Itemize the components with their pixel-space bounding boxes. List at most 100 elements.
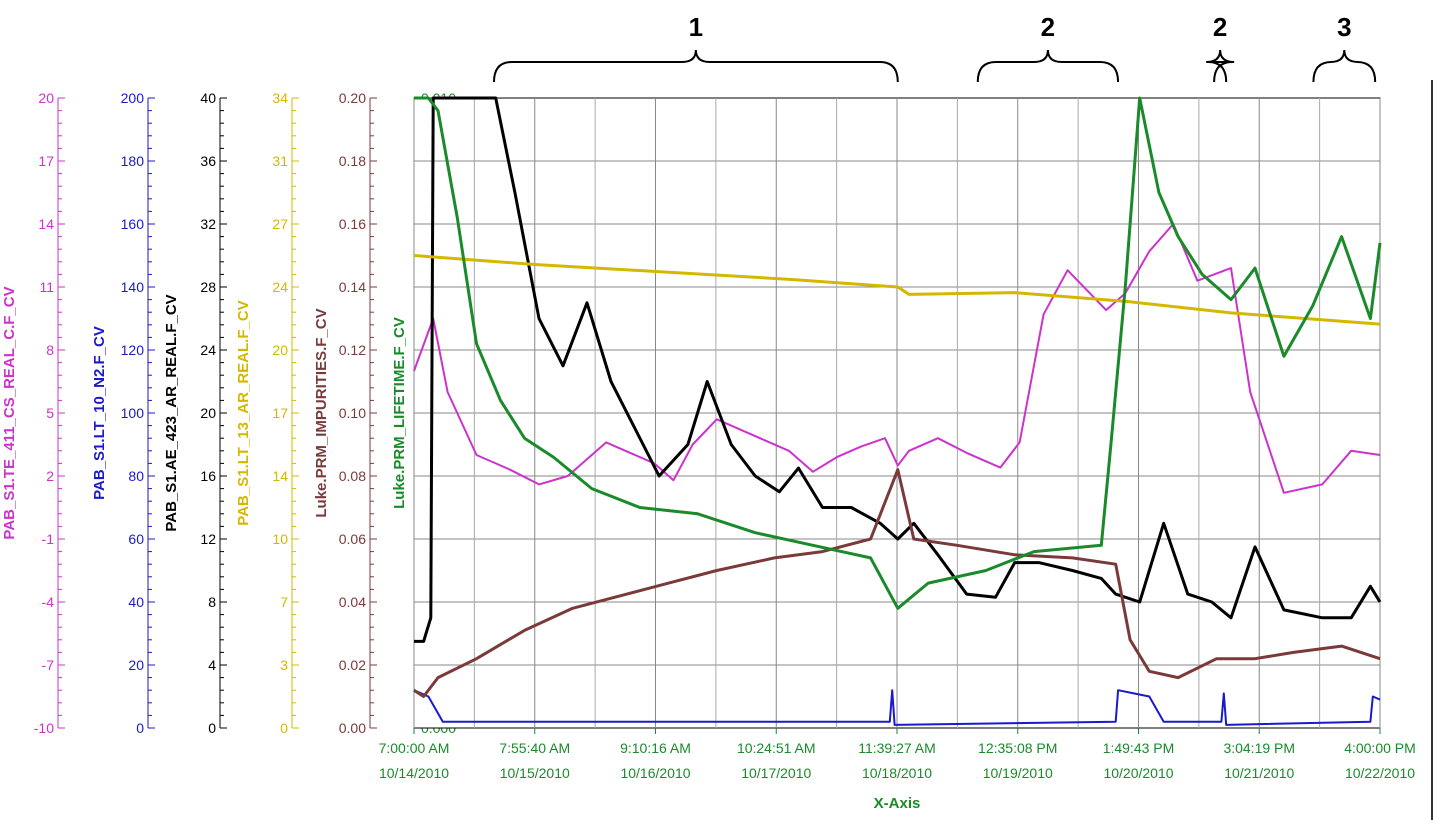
y-tick-label: 28 <box>200 279 216 295</box>
series-line <box>413 689 1381 726</box>
y-tick-label: 0.16 <box>339 216 366 232</box>
y-tick-label: 180 <box>121 153 145 169</box>
y-tick-label: 20 <box>38 90 54 106</box>
bracket: 2 <box>1206 12 1235 83</box>
bracket-brace <box>1312 49 1377 83</box>
bracket: 3 <box>1312 12 1377 83</box>
annotation-brackets: 1 2 2 3 <box>493 12 1377 83</box>
x-tick-time-label: 7:55:40 AM <box>499 740 570 756</box>
y-axis-4: 0 3 7 10 14 17 20 24 27 31 34 PAB_S1.LT_13_AR_REAL.… <box>235 90 299 736</box>
y-axis-title: PAB_S1.LT_13_AR_REAL.F_CV <box>235 300 252 525</box>
y-tick-label: 0.18 <box>339 153 366 169</box>
y-axis-5: 0.00 0.02 0.04 0.06 0.08 0.10 0.12 0.14 0.16 0.18… <box>313 90 377 736</box>
y-tick-label: 0 <box>136 720 144 736</box>
y-tick-label: 0.06 <box>339 531 366 547</box>
y-tick-label: 20 <box>272 342 288 358</box>
y-tick-label: 4 <box>208 657 216 673</box>
bracket: 1 <box>493 12 899 83</box>
x-tick-date-label: 10/19/2010 <box>983 765 1053 781</box>
x-tick-time-label: 1:49:43 PM <box>1103 740 1175 756</box>
y-tick-label: 2 <box>46 468 54 484</box>
y-axis-title: PAB_S1.AE_423_AR_REAL.F_CV <box>163 294 180 531</box>
y-tick-label: 7 <box>280 594 288 610</box>
bracket-number-label: 2 <box>1041 12 1055 42</box>
y-tick-label: 100 <box>121 405 145 421</box>
plot-area <box>413 96 1382 729</box>
x-tick-date-label: 10/14/2010 <box>379 765 449 781</box>
x-axis: 7:00:00 AM 10/14/2010 7:55:40 AM 10/15/2010… <box>379 728 1416 812</box>
y-tick-label: 0.02 <box>339 657 366 673</box>
y-axis-1: -10 -7 -4 -1 2 5 8 11 14 17 20 PAB_S1.TE_411_CS_REA… <box>1 90 65 736</box>
y-axis-title: Luke.PRM_IMPURITIES.F_CV <box>313 308 330 517</box>
y-tick-label: 34 <box>272 90 288 106</box>
y-tick-label: 8 <box>46 342 54 358</box>
x-tick-time-label: 7:00:00 AM <box>379 740 450 756</box>
y-axis-title: Luke.PRM_LIFETIME.F_CV <box>391 317 408 509</box>
y-tick-label: 24 <box>200 342 216 358</box>
y-tick-label: 36 <box>200 153 216 169</box>
y-tick-label: 5 <box>46 405 54 421</box>
series-line <box>414 96 1382 610</box>
series-line <box>413 468 1381 698</box>
x-tick-date-label: 10/18/2010 <box>862 765 932 781</box>
x-tick-date-label: 10/20/2010 <box>1103 765 1173 781</box>
x-tick-time-label: 9:10:16 AM <box>620 740 691 756</box>
y-tick-label: 24 <box>272 279 288 295</box>
series-lines <box>413 96 1382 726</box>
bracket-number-label: 3 <box>1337 12 1351 42</box>
y-tick-label: 27 <box>272 216 288 232</box>
y-tick-label: 3 <box>280 657 288 673</box>
x-tick-date-label: 10/17/2010 <box>741 765 811 781</box>
y-tick-label: 80 <box>128 468 144 484</box>
x-tick-date-label: 10/16/2010 <box>620 765 690 781</box>
series-line <box>414 96 1382 643</box>
y-axis-2: 0 20 40 60 80 100 120 140 160 180 200 PAB_S1.LT_10_… <box>91 90 155 736</box>
y-tick-label: 0.20 <box>339 90 366 106</box>
bracket-number-label: 1 <box>689 12 703 42</box>
y-tick-label: 14 <box>272 468 288 484</box>
bracket-brace <box>493 49 899 83</box>
y-tick-label: 0 <box>280 720 288 736</box>
y-tick-label: 0.10 <box>339 405 366 421</box>
x-tick-date-label: 10/22/2010 <box>1345 765 1415 781</box>
x-tick-time-label: 4:00:00 PM <box>1344 740 1416 756</box>
y-tick-label: 20 <box>200 405 216 421</box>
y-tick-label: 20 <box>128 657 144 673</box>
y-axes: -10 -7 -4 -1 2 5 8 11 14 17 20 PAB_S1.TE_411_CS_REA… <box>1 90 467 736</box>
y-axis-title: PAB_S1.TE_411_CS_REAL_C.F_CV <box>1 286 18 539</box>
y-tick-label: 40 <box>200 90 216 106</box>
y-tick-label: 16 <box>200 468 216 484</box>
y-tick-label: 0.00 <box>339 720 366 736</box>
x-tick-date-label: 10/15/2010 <box>500 765 570 781</box>
y-tick-label: 32 <box>200 216 216 232</box>
y-axis-3: 0 4 8 12 16 20 24 28 32 36 40 PAB_S1.AE_423_AR_REAL… <box>163 90 227 736</box>
x-tick-date-label: 10/21/2010 <box>1224 765 1294 781</box>
y-tick-label: 0.08 <box>339 468 366 484</box>
y-tick-label: 40 <box>128 594 144 610</box>
y-tick-label: -7 <box>42 657 55 673</box>
bracket: 2 <box>976 12 1120 83</box>
x-tick-time-label: 10:24:51 AM <box>737 740 816 756</box>
y-tick-label: 12 <box>200 531 216 547</box>
y-tick-label: 0.04 <box>339 594 366 610</box>
y-tick-label: 120 <box>121 342 145 358</box>
x-tick-time-label: 11:39:27 AM <box>858 740 936 756</box>
bracket-brace <box>1206 49 1235 83</box>
y-tick-label: 17 <box>38 153 54 169</box>
y-tick-label: 0 <box>208 720 216 736</box>
x-axis-title: X-Axis <box>874 795 921 812</box>
y-tick-label: 10 <box>272 531 288 547</box>
y-axis-title: PAB_S1.LT_10_N2.F_CV <box>91 326 108 500</box>
y-tick-label: 0.14 <box>339 279 366 295</box>
y-tick-label: -1 <box>42 531 55 547</box>
y-tick-label: 200 <box>121 90 145 106</box>
y-tick-label: 14 <box>38 216 54 232</box>
y-tick-label: 11 <box>39 279 54 295</box>
y-tick-label: 17 <box>272 405 288 421</box>
y-tick-label: 140 <box>121 279 145 295</box>
y-tick-label: 60 <box>128 531 144 547</box>
y-tick-label: 160 <box>121 216 145 232</box>
y-tick-label: 8 <box>208 594 216 610</box>
x-tick-time-label: 3:04:19 PM <box>1223 740 1295 756</box>
